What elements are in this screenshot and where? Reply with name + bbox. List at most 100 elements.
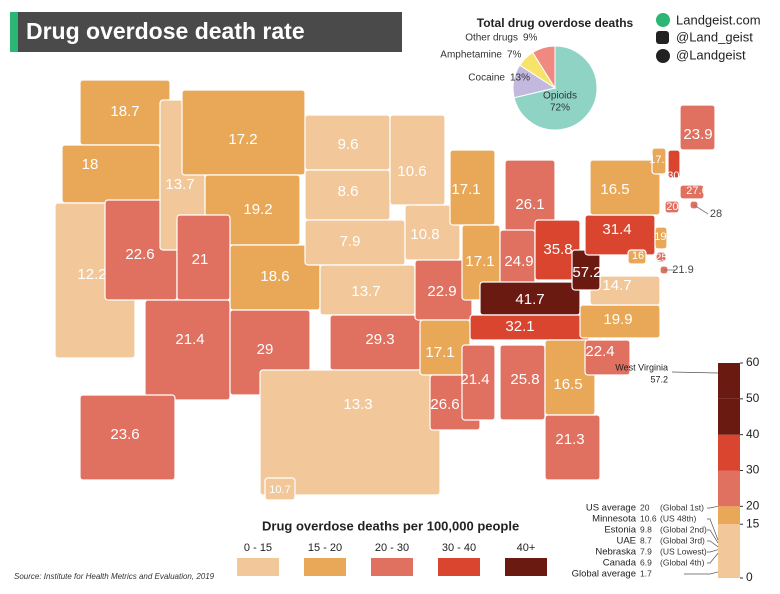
state-value: 27.6 [686, 185, 707, 197]
legend-swatch [505, 558, 547, 576]
state-value: 13.7 [351, 283, 380, 300]
web-icon [656, 13, 670, 27]
state-value: 10.8 [410, 226, 439, 243]
state [79, 394, 176, 481]
highlight-value: 57.2 [650, 374, 668, 384]
state-value: 12.2 [77, 266, 106, 283]
state-value: 35.8 [543, 241, 572, 258]
state [679, 104, 716, 151]
pie-label: Opioids [543, 91, 577, 102]
state-value: 24.9 [504, 253, 533, 270]
pie-title: Total drug overdose deaths [477, 16, 634, 30]
highlight-marker [671, 371, 719, 374]
state [589, 159, 661, 216]
state-value: 23.6 [110, 426, 139, 443]
state-value: 29.3 [365, 331, 394, 348]
state-value: 16 [632, 250, 644, 262]
social[interactable]: @Land_geist [676, 29, 753, 44]
legend-label: 40+ [517, 542, 536, 554]
annotation-note: (Global 2nd) [660, 524, 707, 534]
state-value: 30.8 [667, 170, 688, 182]
legend-label: 30 - 40 [442, 542, 476, 554]
social[interactable]: Landgeist.com [676, 12, 761, 27]
state-value: 18.6 [260, 268, 289, 285]
social[interactable]: @Landgeist [676, 47, 746, 62]
state-value: 26.1 [515, 196, 544, 213]
state-value: 22.4 [585, 343, 614, 360]
state-value: 20.1 [666, 201, 687, 213]
state-value: 17.1 [465, 253, 494, 270]
instagram-icon [656, 31, 669, 44]
annotation-label: Canada [603, 558, 637, 569]
annotation-value: 1.7 [640, 568, 652, 578]
legend-swatch [438, 558, 480, 576]
state-value: 26.6 [430, 396, 459, 413]
twitter-icon [656, 49, 670, 63]
state-value: 32.1 [505, 318, 534, 335]
state [389, 114, 446, 206]
pie-label: Other drugs [465, 33, 518, 44]
annotation-note: (Global 4th) [660, 557, 705, 567]
annotation-marker [707, 549, 719, 553]
annotation-marker [707, 529, 719, 544]
state [627, 249, 647, 265]
colorbar-band [718, 506, 740, 525]
state-value: 28 [710, 208, 722, 220]
state-value: 29 [257, 341, 274, 358]
colorbar-tick-label: 20 [746, 499, 760, 513]
state-value: 17.2 [228, 131, 257, 148]
state-value: 16.5 [600, 181, 629, 198]
state-value: 16.5 [553, 376, 582, 393]
state-value: 21.4 [460, 371, 489, 388]
legend-title: Drug overdose deaths per 100,000 people [262, 518, 519, 533]
state-value: 18.7 [110, 103, 139, 120]
annotation-label: US average [586, 503, 636, 514]
state-value: 19.1 [654, 231, 675, 243]
source: Source: Institute for Health Metrics and… [14, 572, 215, 581]
colorbar-band [718, 524, 740, 578]
annotation-label: Minnesota [592, 514, 637, 525]
state [655, 251, 667, 263]
state-value: 19.2 [243, 201, 272, 218]
legend-label: 20 - 30 [375, 542, 409, 554]
state-value: 31.4 [602, 221, 631, 238]
state-value: 21.3 [555, 431, 584, 448]
highlight-label: West Virginia [615, 362, 668, 372]
annotation-note: (Global 1st) [660, 502, 704, 512]
title: Drug overdose death rate [26, 18, 305, 44]
state-value: 17.2 [649, 154, 670, 166]
pie-label: Amphetamine [440, 50, 502, 61]
pie-value: 13% [510, 73, 530, 84]
annotation-value: 7.9 [640, 546, 652, 556]
state-value: 14.7 [602, 277, 631, 294]
pie-slice [532, 45, 556, 90]
state-value: 23.9 [683, 126, 712, 143]
colorbar-band [718, 398, 740, 435]
legend-swatch [237, 558, 279, 576]
annotation-marker [707, 540, 719, 548]
state [461, 344, 496, 421]
state [259, 369, 441, 496]
state [264, 477, 296, 501]
colorbar-band [718, 470, 740, 507]
colorbar-band [718, 434, 740, 471]
annotation-note: (US Lowest) [660, 546, 707, 556]
state-value: 13.3 [343, 396, 372, 413]
annotation-value: 9.8 [640, 524, 652, 534]
state-value: 21.4 [175, 331, 204, 348]
annotation-value: 20 [640, 502, 650, 512]
callout-line [693, 204, 709, 215]
annotation-value: 8.7 [640, 535, 652, 545]
colorbar-tick-label: 0 [746, 570, 753, 584]
pie-value: 72% [550, 103, 570, 114]
annotation-note: (US 48th) [660, 513, 697, 523]
colorbar-tick-label: 50 [746, 391, 760, 405]
annotation-value: 10.6 [640, 513, 657, 523]
state [664, 200, 680, 214]
annotation-label: Estonia [604, 525, 636, 536]
legend-swatch [304, 558, 346, 576]
state-value: 41.7 [515, 291, 544, 308]
state-value: 7.9 [340, 233, 361, 250]
title-accent [10, 12, 18, 52]
state-value: 19.9 [603, 311, 632, 328]
